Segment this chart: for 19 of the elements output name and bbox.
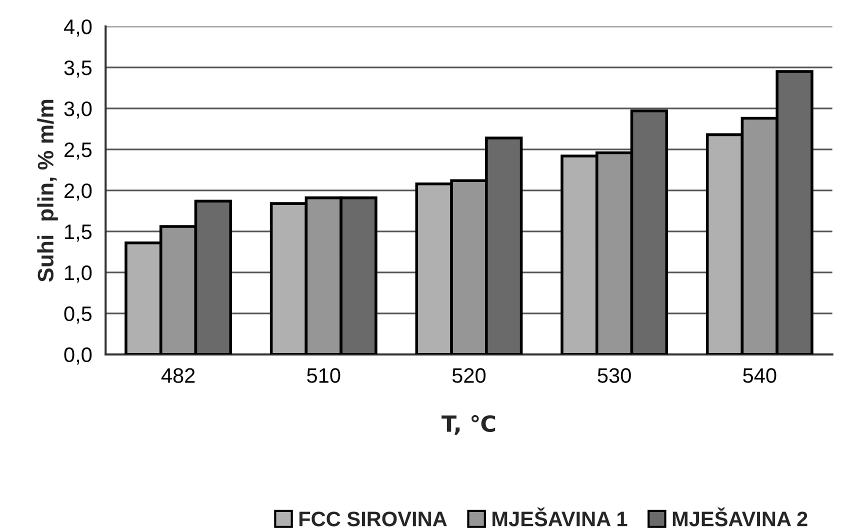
x-tick-label: 540 [743,368,776,383]
y-tick-label: 0,5 [64,306,92,324]
legend-label: MJEŠAVINA 2 [672,507,808,526]
x-tick-label: 482 [161,368,195,383]
x-tick-label: 520 [452,368,486,383]
y-tick-label: 2,5 [64,142,92,160]
y-tick-label: 1,0 [65,265,92,283]
y-tick-label: 4,0 [64,19,92,37]
y-tick-label: 2,0 [64,183,92,201]
x-tick-label: 530 [598,368,631,383]
legend-label: MJEŠAVINA 1 [492,507,628,526]
y-tick-label: 1,5 [65,224,92,242]
x-tick-label: 510 [307,368,340,383]
y-tick-label: 3,5 [64,60,92,78]
x-axis-title: T, ℃ [442,415,496,435]
y-tick-label: 3,0 [64,101,92,119]
y-tick-label: 0,0 [64,347,92,365]
legend-label: FCC SIROVINA [299,512,447,526]
y-axis-title: Suhi plin, % m/m [37,100,58,282]
